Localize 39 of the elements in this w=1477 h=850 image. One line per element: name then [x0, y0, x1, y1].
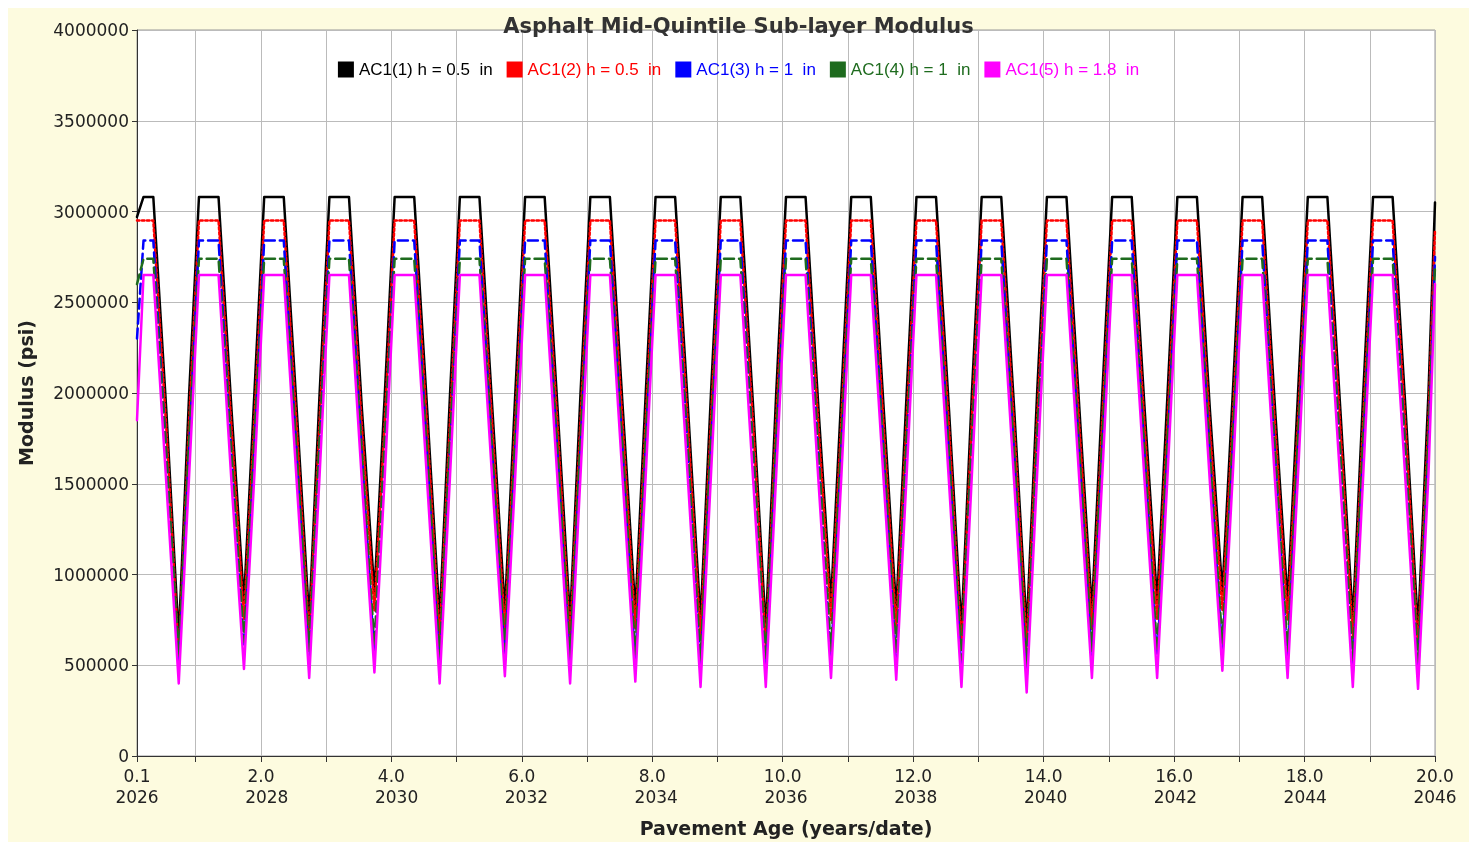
legend-label: AC1(1) h = 0.5 in — [358, 60, 493, 79]
legend-label: AC1(2) h = 0.5 in — [527, 60, 662, 79]
x2-tick-label: 2046 — [1413, 786, 1457, 807]
x-tick-label: 0.1 — [123, 766, 151, 786]
y-tick-label: 1000000 — [53, 564, 129, 585]
x2-tick-label: 2030 — [374, 786, 419, 807]
y-tick-label: 0 — [118, 746, 129, 766]
y-tick-label: 2500000 — [53, 292, 129, 313]
x-axis-title: Pavement Age (years/date) — [639, 816, 933, 839]
x-tick-label: 16.0 — [1155, 766, 1194, 786]
y-tick-label: 3500000 — [53, 110, 129, 131]
y-tick-label: 4000000 — [53, 20, 129, 40]
x2-tick-label: 2028 — [245, 786, 289, 807]
y-tick-label: 500000 — [64, 655, 129, 676]
x-tick-label: 4.0 — [377, 766, 405, 786]
x-tick-label: 18.0 — [1285, 766, 1324, 786]
x-tick-label: 8.0 — [638, 766, 666, 786]
x-tick-label: 20.0 — [1416, 766, 1454, 786]
y-axis-title: Modulus (psi) — [14, 320, 37, 466]
x-tick-label: 10.0 — [763, 766, 802, 786]
x-tick-label: 6.0 — [508, 766, 536, 786]
legend-label: AC1(3) h = 1 in — [696, 60, 816, 79]
y-tick-label: 2000000 — [53, 383, 129, 403]
x-tick-label: 12.0 — [894, 766, 933, 786]
x-tick-label: 14.0 — [1024, 766, 1063, 786]
x-tick-label: 2.0 — [247, 766, 275, 786]
y-tick-label: 3000000 — [53, 201, 129, 222]
chart-title: Asphalt Mid-Quintile Sub-layer Modulus — [503, 13, 974, 38]
legend-label: AC1(4) h = 1 in — [850, 60, 971, 79]
x2-tick-label: 2026 — [115, 786, 159, 807]
x2-tick-label: 2034 — [634, 786, 678, 807]
legend-label: AC1(5) h = 1.8 in — [1005, 60, 1140, 79]
x2-tick-label: 2042 — [1153, 786, 1198, 807]
y-tick-label: 1500000 — [53, 473, 129, 494]
x2-tick-label: 2040 — [1023, 786, 1068, 807]
x2-tick-label: 2044 — [1283, 786, 1327, 807]
x2-tick-label: 2038 — [894, 786, 938, 807]
x2-tick-label: 2032 — [504, 786, 549, 807]
x2-tick-label: 2036 — [764, 786, 808, 807]
